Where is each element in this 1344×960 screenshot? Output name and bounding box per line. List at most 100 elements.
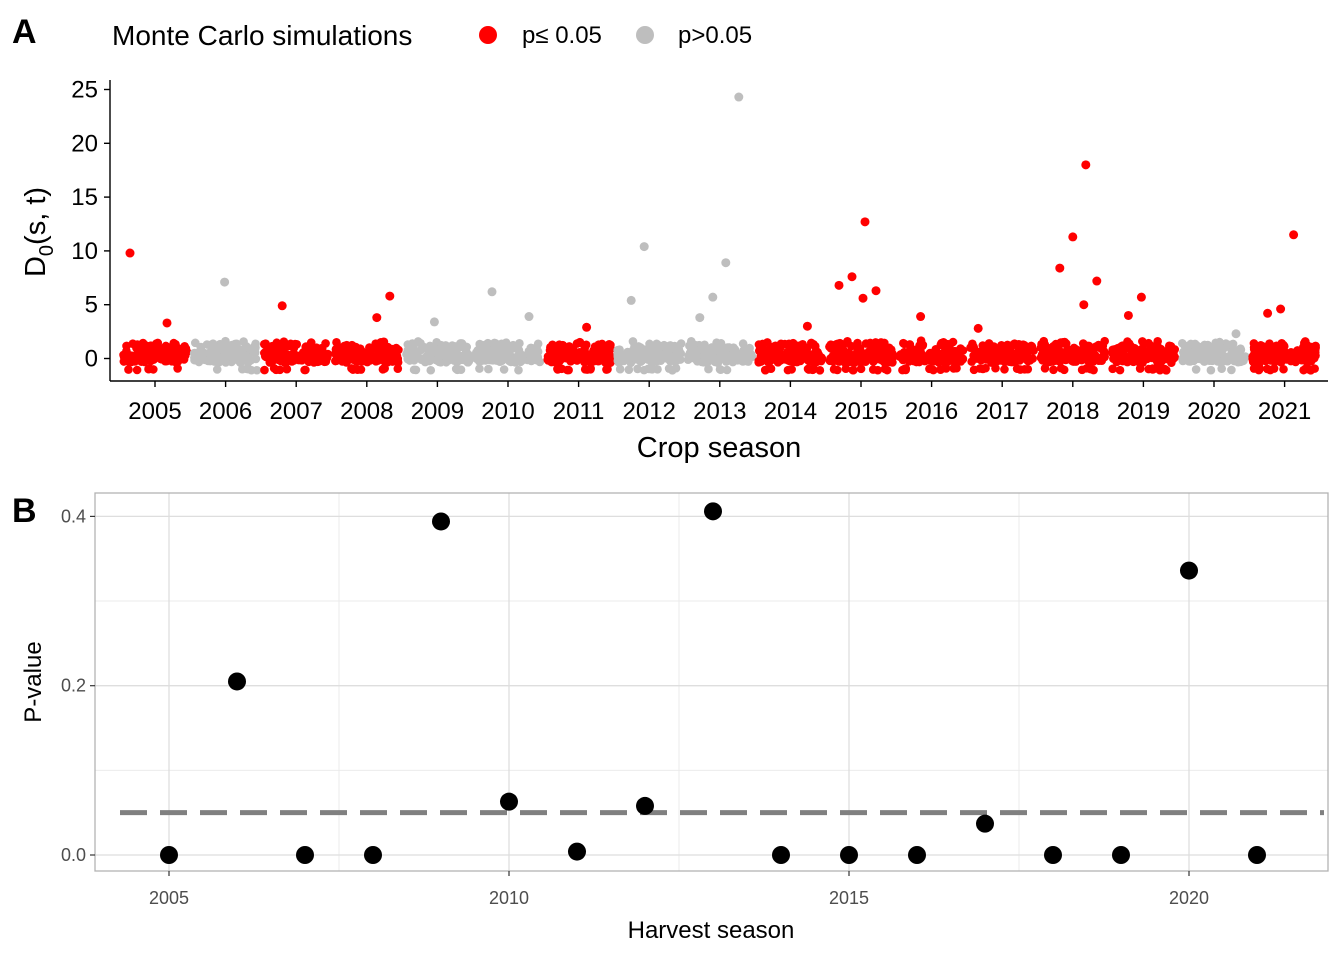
panel-a-point <box>666 343 676 353</box>
panel-a-point <box>1191 365 1201 374</box>
panel-a-point <box>355 344 365 353</box>
panel-a-point <box>378 347 388 357</box>
panel-a-point <box>297 356 307 365</box>
panel-b-point <box>636 796 654 815</box>
panel-a-point <box>141 349 150 358</box>
panel-a-point <box>613 352 623 362</box>
panel-a-x-tick-label: 2005 <box>128 398 181 425</box>
panel-a-point <box>721 258 731 268</box>
panel-a-point <box>1060 337 1069 347</box>
panel-a-point <box>383 355 393 365</box>
panel-a-point <box>453 365 462 375</box>
panel-a-point <box>278 343 287 352</box>
panel-a-point <box>647 341 657 351</box>
panel-a-point <box>1092 276 1102 286</box>
panel-a-point <box>716 365 726 374</box>
panel-b-x-tick-label: 2020 <box>1169 888 1209 908</box>
panel-a-point <box>1196 343 1205 353</box>
panel-b-x-tick-label: 2015 <box>829 888 869 908</box>
panel-a-point <box>712 345 721 355</box>
panel-a-point <box>628 346 638 355</box>
panel-a-x-tick-label: 2010 <box>481 398 534 425</box>
panel-a-point <box>651 348 660 358</box>
panel-a-point <box>639 242 649 252</box>
panel-b-point <box>568 842 586 861</box>
panel-a-point <box>462 342 471 352</box>
panel-a-point <box>973 323 983 333</box>
panel-a-x-axis-title: Crop season <box>637 432 801 464</box>
panel-a-point <box>1077 365 1087 375</box>
panel-a-point <box>1100 352 1109 361</box>
panel-a-point <box>925 364 934 374</box>
panel-a-point <box>1262 364 1272 374</box>
panel-a-point <box>860 217 870 227</box>
legend-title: Monte Carlo simulations <box>112 20 412 51</box>
panel-a-point <box>626 295 636 305</box>
panel-a-point <box>1239 353 1249 362</box>
panel-a-point <box>149 365 158 374</box>
panel-a-point <box>1038 342 1047 351</box>
panel-a-point <box>835 354 844 364</box>
panel-a-point <box>882 365 892 375</box>
panel-b-point <box>364 846 382 864</box>
panel-a-point <box>1279 364 1288 374</box>
panel-a-point <box>1094 340 1103 350</box>
panel-a-point <box>704 352 714 362</box>
panel-a-point <box>729 343 738 352</box>
panel-a-x-tick-label: 2018 <box>1046 398 1099 425</box>
panel-a-point <box>1151 347 1160 356</box>
panel-a-x-tick-label: 2021 <box>1258 398 1311 425</box>
panel-a-point <box>1049 365 1058 375</box>
panel-a-point <box>128 356 138 365</box>
panel-a-point <box>501 338 511 347</box>
panel-a-point <box>1278 349 1287 359</box>
panel-b-point <box>1180 561 1198 580</box>
panel-a-point <box>269 352 279 361</box>
panel-a-point <box>926 350 935 360</box>
panel-a-point <box>412 353 421 363</box>
panel-a-point <box>426 365 436 375</box>
panel-a-point <box>1276 304 1286 314</box>
panel-a-point <box>1160 364 1170 374</box>
panel-a-x-tick-label: 2008 <box>340 398 393 425</box>
panel-a-point <box>405 356 415 365</box>
panel-b-point <box>772 846 790 864</box>
panel-a-point <box>124 365 133 374</box>
panel-a-point <box>597 339 607 349</box>
panel-a-point <box>481 340 491 350</box>
panel-a-point <box>1108 364 1117 374</box>
panel-a-point <box>945 342 954 351</box>
panel-a-point <box>210 356 219 366</box>
panel-a-point <box>605 345 615 355</box>
panel-a-point <box>877 348 886 357</box>
panel-a-point <box>1148 365 1158 374</box>
panel-a-point <box>802 321 812 331</box>
panel-a-point <box>1079 300 1089 310</box>
panel-b-point <box>432 512 450 531</box>
panel-a-point <box>499 365 509 374</box>
panel-a-point <box>1307 351 1317 360</box>
panel-a-point <box>1286 356 1296 366</box>
panel-b-border <box>94 492 1329 872</box>
panel-a-point <box>450 344 460 353</box>
panel-a-point <box>697 342 707 351</box>
panel-a-point <box>1044 351 1053 361</box>
panel-a-point <box>429 317 439 327</box>
panel-a-x-tick-label: 2013 <box>693 398 746 425</box>
panel-a-point <box>1117 355 1126 365</box>
panel-a-point <box>809 364 819 374</box>
panel-a-point <box>777 340 787 350</box>
panel-a-point <box>936 365 945 374</box>
panel-a-point <box>460 350 470 360</box>
panel-a-point <box>1270 357 1280 367</box>
panel-a-point <box>760 365 770 375</box>
panel-a-point <box>848 365 858 375</box>
panel-a-point <box>886 345 896 354</box>
panel-a-point <box>1073 347 1083 356</box>
panel-a-point <box>1170 352 1180 362</box>
panel-a-point <box>633 354 643 363</box>
panel-a-point <box>1063 344 1072 354</box>
panel-a-point <box>241 342 251 351</box>
panel-a-point <box>1248 353 1258 363</box>
panel-a-point <box>917 354 927 363</box>
